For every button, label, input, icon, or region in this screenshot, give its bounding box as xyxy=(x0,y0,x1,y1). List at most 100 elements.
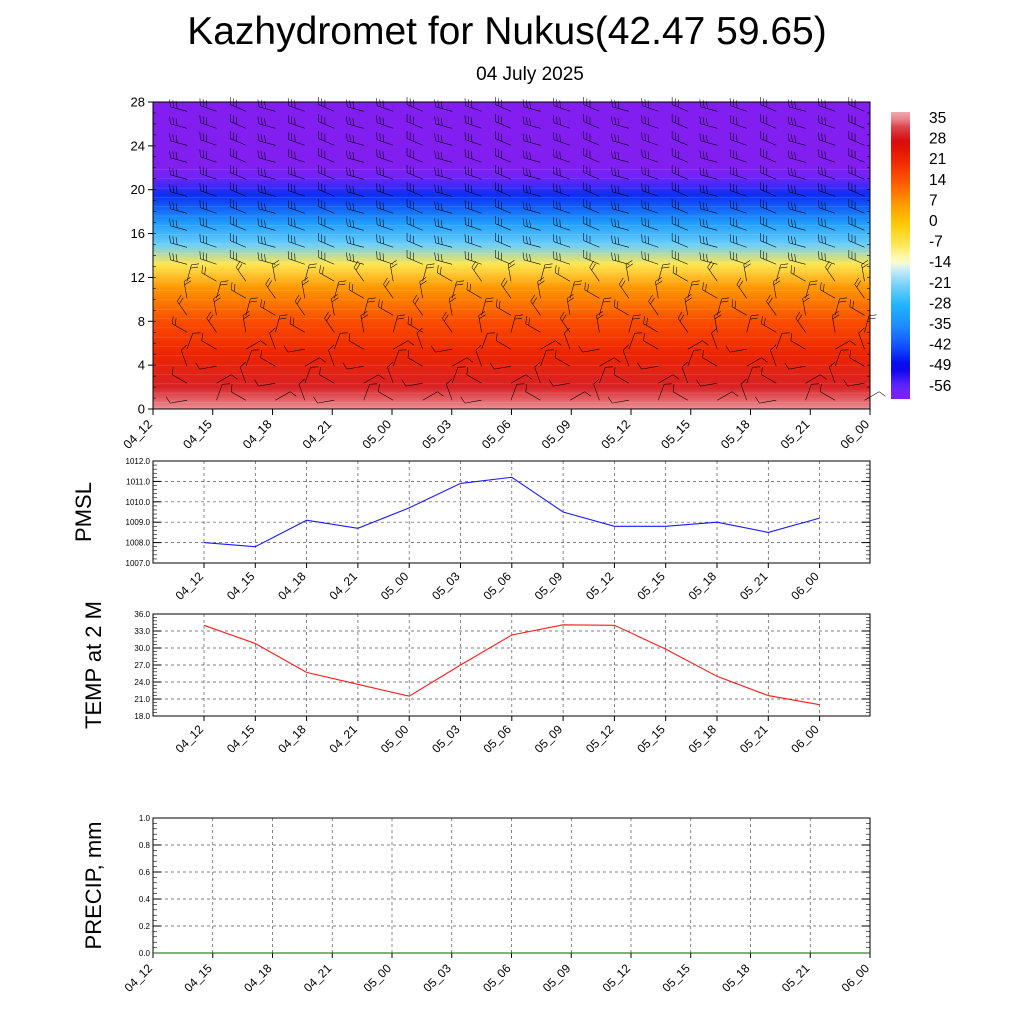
wind-barb-shaft xyxy=(231,391,247,401)
wind-barb xyxy=(239,361,247,384)
wind-barb-shaft xyxy=(446,384,453,401)
wind-barb xyxy=(540,340,562,350)
wind-barb xyxy=(328,344,335,367)
wind-barb-feather xyxy=(501,252,502,261)
wind-barb-shaft xyxy=(818,156,836,163)
chart-title: Kazhydromet for Nukus(42.47 59.65) xyxy=(187,10,827,53)
wind-barb-feather xyxy=(556,235,558,243)
wind-barb-feather xyxy=(382,236,384,244)
wind-barb-shaft xyxy=(642,105,659,112)
wind-barb-feather xyxy=(413,201,414,210)
wind-barb-feather xyxy=(264,169,266,177)
wind-barb xyxy=(569,391,591,401)
wind-barb-feather xyxy=(264,220,266,228)
wind-barb-feather xyxy=(553,149,555,157)
wind-barb-feather xyxy=(172,151,175,159)
wind-barb-feather xyxy=(763,149,764,157)
wind-barb-feather xyxy=(602,300,611,303)
wind-barb-shaft xyxy=(465,122,482,129)
wind-barb-feather xyxy=(787,218,790,226)
wind-barb xyxy=(407,350,423,367)
wind-barb-feather xyxy=(681,361,688,368)
wind-barb-feather xyxy=(199,251,201,259)
wind-barb-shaft xyxy=(501,284,512,299)
wind-barb-shaft xyxy=(642,139,659,146)
wind-barb-feather xyxy=(736,134,738,142)
wind-barb-shaft xyxy=(347,174,364,180)
wind-barb xyxy=(348,333,364,350)
wind-barb-feather xyxy=(406,97,408,105)
wind-barb-feather xyxy=(643,316,645,324)
wind-barb xyxy=(761,367,777,384)
wind-barb-shaft xyxy=(583,223,600,231)
wind-barb-shaft xyxy=(465,224,482,231)
y-tick-label: 0.6 xyxy=(139,868,151,877)
wind-barb-shaft xyxy=(258,259,276,265)
wind-barb-shaft xyxy=(789,140,806,146)
wind-barb-shaft xyxy=(612,140,629,146)
wind-barb-feather xyxy=(498,251,499,259)
wind-barb xyxy=(495,216,512,231)
wind-barb-feather xyxy=(706,186,708,194)
wind-barb xyxy=(318,182,335,197)
wind-barb-feather xyxy=(346,184,348,192)
wind-barb-feather xyxy=(174,317,177,326)
wind-barb-shaft xyxy=(583,121,600,129)
wind-barb-shaft xyxy=(435,157,453,163)
wind-barb xyxy=(265,277,276,299)
wind-barb-shaft xyxy=(524,191,541,197)
wind-barb-feather xyxy=(382,134,384,142)
wind-barb-feather xyxy=(587,283,589,292)
wind-barb-shaft xyxy=(363,384,370,401)
wind-barb xyxy=(787,201,806,214)
wind-barb xyxy=(699,201,718,214)
wind-barb-shaft xyxy=(288,156,305,163)
wind-barb-feather xyxy=(434,218,436,226)
wind-barb-feather xyxy=(794,186,797,194)
wind-barb-feather xyxy=(773,280,781,286)
wind-barb xyxy=(304,263,317,282)
wind-barb-feather xyxy=(495,250,496,258)
wind-barb-feather xyxy=(699,184,702,192)
wind-barb-feather xyxy=(294,168,296,176)
wind-barb-feather xyxy=(440,135,443,143)
wind-barb-feather xyxy=(413,184,414,193)
wind-barb-shaft xyxy=(510,315,516,333)
wind-barb-shaft xyxy=(643,340,659,350)
wind-barb-feather xyxy=(766,133,768,142)
wind-barb-feather xyxy=(706,237,708,245)
wind-barb-shaft xyxy=(583,257,600,265)
wind-barb-feather xyxy=(827,263,832,271)
wind-barb-feather xyxy=(854,99,856,108)
wind-barb-feather xyxy=(498,217,499,225)
wind-barb-shaft xyxy=(818,122,836,129)
wind-barb xyxy=(169,150,188,163)
wind-barb xyxy=(787,218,806,231)
wind-barb-shaft xyxy=(393,340,409,350)
wind-barb-shaft xyxy=(864,391,880,401)
wind-barb xyxy=(199,166,217,180)
wind-barb-shaft xyxy=(200,122,217,129)
wind-barb-feather xyxy=(229,216,231,224)
wind-barb-feather xyxy=(471,219,473,227)
x-tick-label: 05_06 xyxy=(480,961,514,995)
wind-barb-shaft xyxy=(442,318,453,333)
wind-barb xyxy=(553,149,571,163)
wind-barb xyxy=(611,235,629,248)
wind-barb-feather xyxy=(736,277,742,285)
wind-barb-feather xyxy=(586,217,588,225)
wind-barb-feather xyxy=(321,166,323,174)
wind-barb-shaft xyxy=(622,350,630,367)
wind-barb-shaft xyxy=(435,225,453,231)
wind-barb xyxy=(199,132,217,146)
wind-barb xyxy=(760,148,777,163)
wind-barb-shaft xyxy=(435,191,453,197)
wind-barb-feather xyxy=(583,233,585,241)
x-tick-label: 05_21 xyxy=(737,569,771,603)
wind-barb-feather xyxy=(229,182,231,190)
wind-barb-feather xyxy=(437,117,440,125)
y-tick-label: 0.2 xyxy=(139,922,151,931)
wind-barb-feather xyxy=(172,134,175,142)
wind-barb-shaft xyxy=(848,223,865,231)
colorbar-label: -21 xyxy=(929,275,951,292)
